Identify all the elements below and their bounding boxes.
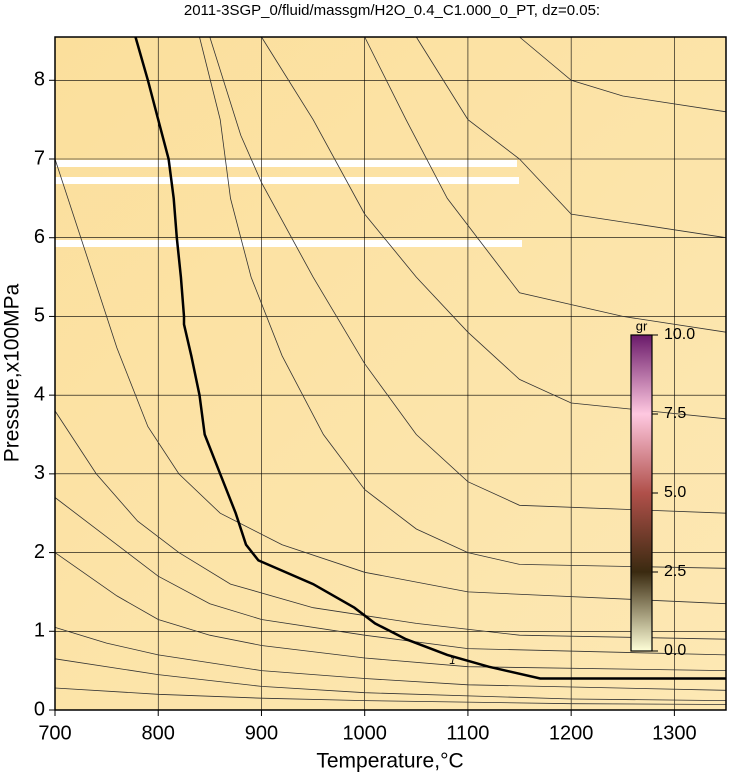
y-tick-label: 8 bbox=[34, 69, 45, 91]
contour-line bbox=[364, 36, 727, 333]
contour-line bbox=[54, 687, 727, 705]
x-tick-label: 800 bbox=[142, 722, 175, 744]
y-tick-label: 4 bbox=[34, 383, 45, 405]
colorbar-tick-label: 5.0 bbox=[664, 484, 686, 501]
x-tick-label: 1200 bbox=[549, 722, 594, 744]
colorbar-tick-label: 7.5 bbox=[664, 405, 686, 422]
contour-line bbox=[261, 36, 727, 420]
y-tick-label: 2 bbox=[34, 541, 45, 563]
chart-title: 2011-3SGP_0/fluid/massgm/H2O_0.4_C1.000_… bbox=[184, 2, 600, 19]
x-tick-label: 1000 bbox=[342, 722, 387, 744]
contour-line bbox=[54, 158, 727, 605]
plot-frame bbox=[54, 36, 727, 711]
y-tick-label: 0 bbox=[34, 698, 45, 720]
x-axis-label: Temperature,°C bbox=[316, 750, 463, 773]
x-tick-label: 700 bbox=[38, 722, 71, 744]
x-tick-label: 1300 bbox=[652, 722, 697, 744]
colorbar-tick-label: 2.5 bbox=[664, 563, 686, 580]
y-tick-label: 7 bbox=[34, 147, 45, 169]
colorbar-label: gr bbox=[636, 318, 648, 333]
contour-line bbox=[415, 36, 727, 239]
y-tick-label: 6 bbox=[34, 226, 45, 248]
colorbar bbox=[630, 334, 653, 652]
x-tick-label: 1100 bbox=[446, 722, 489, 744]
contour-line bbox=[54, 552, 727, 671]
main-contour-line bbox=[134, 36, 726, 680]
masked-stripes bbox=[55, 160, 522, 247]
contour-line bbox=[519, 36, 727, 113]
y-axis-label: Pressure,x100MPa bbox=[1, 283, 24, 462]
x-tick-label: 900 bbox=[245, 722, 278, 744]
contour-line bbox=[54, 658, 727, 701]
contour-label: 1 bbox=[449, 655, 455, 667]
colorbar-tick-label: 10.0 bbox=[664, 326, 695, 343]
contour-line bbox=[54, 497, 727, 656]
y-tick-label: 1 bbox=[34, 620, 45, 642]
colorbar-tick-label: 0.0 bbox=[664, 642, 686, 659]
y-tick-label: 5 bbox=[34, 305, 45, 327]
plot-background bbox=[55, 37, 726, 710]
y-tick-label: 3 bbox=[34, 462, 45, 484]
contour-line bbox=[54, 627, 727, 691]
contour-line bbox=[199, 36, 727, 569]
contour-line bbox=[209, 36, 727, 514]
contour-line bbox=[54, 410, 727, 640]
